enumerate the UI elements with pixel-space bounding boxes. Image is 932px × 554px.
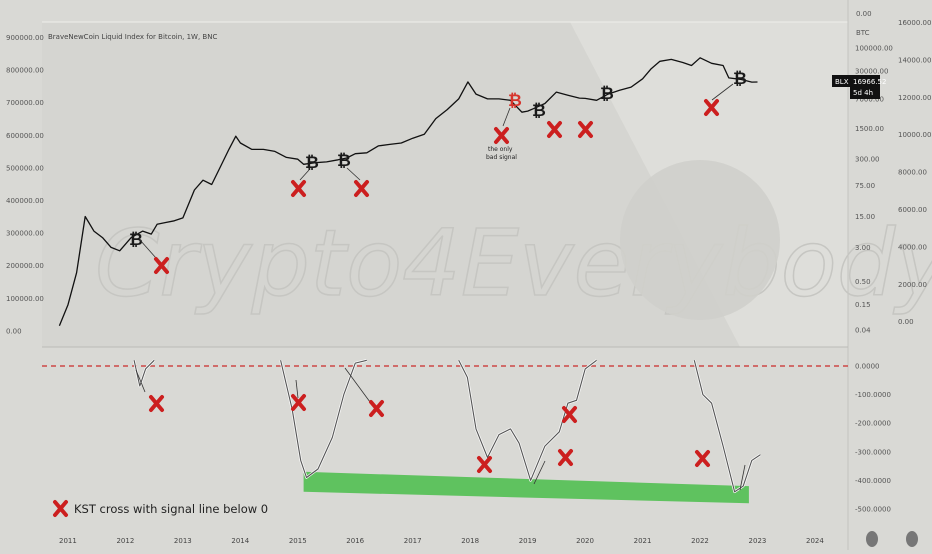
x-mark-icon (369, 400, 384, 417)
cross-marks (149, 99, 719, 473)
far-right-tick-label: 14000.00 (898, 56, 931, 64)
left-y-tick-label: 200000.00 (6, 262, 44, 270)
kst-y-tick-label: -100.0000 (855, 391, 891, 399)
x-mark-icon (477, 456, 492, 473)
x-tick-label: 2013 (174, 537, 192, 545)
left-y-tick-label: 0.00 (6, 327, 22, 335)
log-y-tick-label: 75.00 (855, 182, 875, 190)
btc-icon: ₿ (337, 151, 351, 171)
support-band (303, 471, 749, 504)
x-tick-label: 2024 (806, 537, 824, 545)
kst-y-tick-label: -200.0000 (855, 420, 891, 428)
far-right-tick-label: 8000.00 (898, 169, 927, 177)
left-y-axis: 900000.00 800000.00 700000.00 600000.00 5000… (6, 34, 44, 335)
symbol-label: BLX (835, 78, 849, 86)
far-right-y-axis: 16000.00 14000.00 12000.00 10000.00 8000.00 6… (898, 19, 931, 326)
btc-icon: ₿ (733, 69, 747, 89)
time-to-close: 5d 4h (853, 89, 873, 97)
left-y-tick-label: 300000.00 (6, 230, 44, 238)
far-right-tick-label: 0.00 (898, 318, 914, 326)
x-mark-icon (154, 257, 169, 274)
x-mark-icon (494, 127, 509, 144)
x-tick-label: 2019 (519, 537, 537, 545)
toolbar-button[interactable] (866, 531, 878, 547)
x-mark-icon (354, 180, 369, 197)
log-y-axis: 100000.00 30000.00 7000.00 1500.00 300.00 75.… (855, 45, 893, 335)
left-y-tick-label: 100000.00 (6, 295, 44, 303)
log-y-tick-label: 30000.00 (855, 68, 888, 76)
kst-y-tick-label: -500.0000 (855, 506, 891, 514)
legend-label: KST cross with signal line below 0 (74, 502, 268, 516)
x-tick-label: 2021 (634, 537, 652, 545)
x-mark-icon (695, 450, 710, 467)
log-y-tick-label: 15.00 (855, 213, 875, 221)
left-y-tick-label: 500000.00 (6, 164, 44, 172)
log-y-tick-label: 0.04 (855, 327, 871, 335)
x-tick-label: 2018 (461, 537, 479, 545)
x-tick-label: 2020 (576, 537, 594, 545)
last-price-label: BLX 16966.52 5d 4h (832, 75, 886, 99)
x-tick-label: 2022 (691, 537, 709, 545)
bad-signal-annotation: bad signal (486, 154, 517, 161)
watermark-text: Crypto4Everybody (95, 210, 932, 317)
x-mark-icon (578, 121, 593, 138)
x-tick-label: 2017 (404, 537, 422, 545)
left-y-tick-label: 600000.00 (6, 132, 44, 140)
btc-icon: ₿ (305, 153, 319, 173)
log-y-tick-label: 0.15 (855, 301, 871, 309)
right-axis-title: BTC (856, 29, 870, 37)
btc-icon: ₿ (129, 230, 143, 250)
log-y-tick-label: 0.50 (855, 278, 871, 286)
far-right-tick-label: 4000.00 (898, 243, 927, 251)
btc-icon: ₿ (532, 101, 546, 121)
left-y-tick-label: 700000.00 (6, 99, 44, 107)
chart-title: BraveNewCoin Liquid Index for Bitcoin, 1… (48, 33, 217, 41)
x-mark-icon (704, 99, 719, 116)
x-mark-icon (53, 500, 68, 517)
log-y-tick-label: 100000.00 (855, 45, 893, 53)
legend: KST cross with signal line below 0 (53, 500, 268, 517)
x-mark-icon (558, 449, 573, 466)
price-series-line (58, 57, 758, 326)
far-right-tick-label: 2000.00 (898, 281, 927, 289)
x-axis: 2011 2012 2013 2014 2015 2016 2017 2018 2019 2020… (59, 537, 824, 545)
top-tick: 0.00 (856, 10, 872, 18)
x-mark-icon (291, 394, 306, 411)
x-tick-label: 2015 (289, 537, 307, 545)
kst-y-axis: 0.0000 -100.0000 -200.0000 -300.0000 -400.00… (855, 363, 891, 514)
x-tick-label: 2023 (749, 537, 767, 545)
left-y-tick-label: 400000.00 (6, 197, 44, 205)
log-y-tick-label: 3.00 (855, 244, 871, 252)
x-tick-label: 2012 (116, 537, 134, 545)
btc-icon: ₿ (600, 84, 614, 104)
x-mark-icon (149, 395, 164, 412)
x-tick-label: 2014 (231, 537, 249, 545)
kst-y-tick-label: -300.0000 (855, 448, 891, 456)
kst-y-tick-label: 0.0000 (855, 363, 880, 371)
btc-icon: ₿ (508, 91, 522, 111)
kst-y-tick-label: -400.0000 (855, 477, 891, 485)
far-right-tick-label: 6000.00 (898, 206, 927, 214)
x-tick-label: 2011 (59, 537, 77, 545)
far-right-tick-label: 16000.00 (898, 19, 931, 27)
x-mark-icon (562, 406, 577, 423)
watermark-coin-icon (620, 160, 780, 320)
far-right-tick-label: 10000.00 (898, 131, 931, 139)
toolbar-button[interactable] (906, 531, 918, 547)
left-y-tick-label: 900000.00 (6, 34, 44, 42)
left-y-tick-label: 800000.00 (6, 67, 44, 75)
x-tick-label: 2016 (346, 537, 364, 545)
log-y-tick-label: 7000.00 (855, 95, 884, 103)
far-right-tick-label: 12000.00 (898, 94, 931, 102)
bad-signal-annotation: the only (488, 146, 513, 153)
last-price-value: 16966.52 (853, 78, 886, 86)
log-y-tick-label: 1500.00 (855, 125, 884, 133)
x-mark-icon (291, 180, 306, 197)
log-y-tick-label: 300.00 (855, 156, 880, 164)
kst-series-line (133, 359, 761, 493)
signal-markers: ₿ ₿ ₿ ₿ ₿ ₿ ₿ the only bad signal (129, 69, 747, 491)
x-mark-icon (547, 121, 562, 138)
